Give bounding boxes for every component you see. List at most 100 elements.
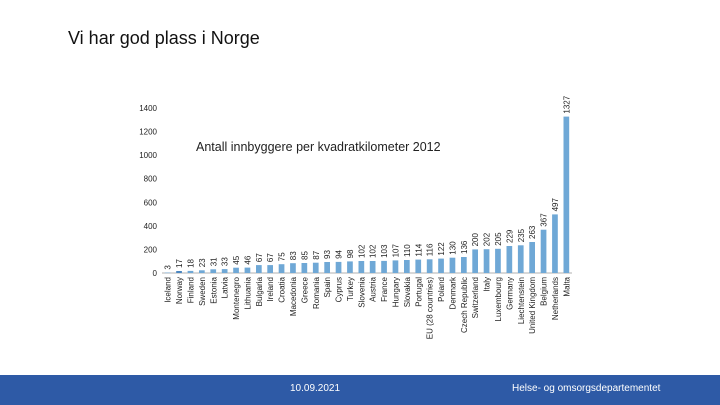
category-label: Slovakia xyxy=(403,276,412,307)
category-label: Cyprus xyxy=(335,277,344,302)
category-label: France xyxy=(380,276,389,301)
category-label: Lithuania xyxy=(243,276,252,309)
bar xyxy=(404,260,410,273)
y-tick-label: 200 xyxy=(144,245,158,254)
population-density-chart: Antall innbyggere per kvadratkilometer 2… xyxy=(139,95,572,339)
value-label: 45 xyxy=(232,255,241,264)
value-label: 67 xyxy=(266,253,275,262)
bar xyxy=(187,270,194,273)
bar xyxy=(438,258,444,273)
footer-department: Helse- og omsorgsdepartementet xyxy=(512,383,661,394)
y-tick-label: 400 xyxy=(144,222,158,231)
bar xyxy=(278,264,285,273)
bar xyxy=(415,259,422,273)
value-label: 98 xyxy=(346,249,355,258)
category-label: Croatia xyxy=(278,276,287,302)
category-label: Poland xyxy=(437,277,446,302)
value-label: 130 xyxy=(448,241,457,255)
bar xyxy=(506,246,513,273)
value-label: 67 xyxy=(255,253,264,262)
value-label: 83 xyxy=(289,251,298,260)
category-label: Czech Republic xyxy=(460,277,469,333)
bar xyxy=(472,249,478,273)
category-label: United Kingdom xyxy=(528,277,537,334)
bar xyxy=(290,263,296,273)
bars xyxy=(164,116,570,274)
bar xyxy=(517,245,524,273)
value-label: 23 xyxy=(198,258,207,267)
category-labels: Iceland Norway Finland Sweden Estonia Latvia M… xyxy=(164,276,572,339)
value-label: 17 xyxy=(175,259,184,268)
value-label: 110 xyxy=(403,244,412,257)
category-label: Malta xyxy=(562,276,571,296)
bar xyxy=(301,263,308,273)
category-label: Spain xyxy=(323,277,332,297)
bar xyxy=(244,267,251,273)
category-label: Greece xyxy=(300,276,309,303)
value-label: 93 xyxy=(323,250,332,259)
value-label: 75 xyxy=(278,252,287,261)
bar xyxy=(369,261,376,273)
bar xyxy=(483,249,490,273)
category-label: Netherlands xyxy=(551,277,560,320)
category-label: Estonia xyxy=(209,276,218,303)
category-label: Turkey xyxy=(346,277,355,301)
value-label: 497 xyxy=(551,198,560,212)
value-label: 136 xyxy=(460,240,469,254)
y-tick-label: 1000 xyxy=(139,151,157,160)
bar xyxy=(358,261,365,273)
category-label: Slovenia xyxy=(357,276,366,307)
bar xyxy=(461,257,467,273)
bar xyxy=(449,257,456,273)
bar xyxy=(381,260,387,273)
bar xyxy=(164,272,171,274)
bar xyxy=(335,261,342,273)
value-label: 102 xyxy=(357,244,366,258)
value-label: 94 xyxy=(335,249,344,258)
slide-title: Vi har god plass i Norge xyxy=(68,28,260,48)
y-axis-labels: 0 200 400 600 800 1000 1200 1400 xyxy=(139,104,157,278)
value-labels: 3 17 18 23 31 33 45 46 67 67 75 83 85 87 93 94 98 102 102 1… xyxy=(164,95,572,269)
category-label: Austria xyxy=(369,276,378,301)
value-label: 85 xyxy=(300,251,309,260)
category-label: Belgium xyxy=(540,277,549,306)
bar xyxy=(324,262,330,273)
category-label: Hungary xyxy=(392,277,401,307)
value-label: 107 xyxy=(392,244,401,258)
value-label: 87 xyxy=(312,250,321,259)
bar xyxy=(563,116,570,273)
bar xyxy=(552,214,558,273)
value-label: 33 xyxy=(221,257,230,266)
bar xyxy=(256,265,262,273)
category-label: EU (28 countries) xyxy=(426,277,435,340)
value-label: 114 xyxy=(414,243,423,256)
y-tick-label: 1400 xyxy=(139,104,157,113)
value-label: 122 xyxy=(437,242,446,256)
category-label: Bulgaria xyxy=(255,276,264,306)
value-label: 205 xyxy=(494,232,503,246)
value-label: 1327 xyxy=(562,95,571,113)
value-label: 200 xyxy=(471,233,480,247)
category-label: Denmark xyxy=(448,276,457,309)
y-tick-label: 1200 xyxy=(139,128,157,137)
bar xyxy=(495,248,501,273)
value-label: 235 xyxy=(517,228,526,242)
category-label: Ireland xyxy=(266,277,275,301)
category-label: Switzerland xyxy=(471,277,480,318)
category-label: Germany xyxy=(505,277,514,310)
chart-title: Antall innbyggere per kvadratkilometer 2… xyxy=(196,140,441,154)
bar xyxy=(210,269,217,273)
footer-bar: 10.09.2021 Helse- og omsorgsdepartemente… xyxy=(0,375,720,405)
bar xyxy=(199,270,205,273)
bar xyxy=(312,262,319,273)
category-label: Sweden xyxy=(198,277,207,306)
value-label: 18 xyxy=(187,258,196,267)
category-label: Italy xyxy=(483,277,492,292)
category-label: Montenegro xyxy=(232,276,241,319)
category-label: Portugal xyxy=(414,277,423,307)
category-label: Finland xyxy=(187,277,196,303)
bar xyxy=(426,259,433,273)
value-label: 202 xyxy=(483,232,492,246)
value-label: 103 xyxy=(380,244,389,258)
value-label: 102 xyxy=(369,244,378,258)
